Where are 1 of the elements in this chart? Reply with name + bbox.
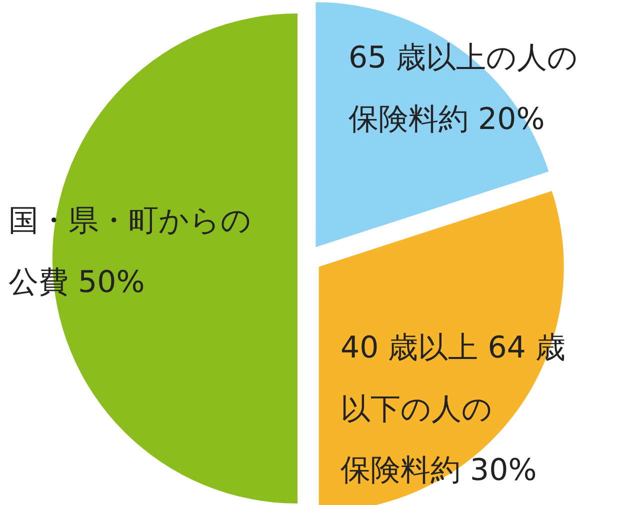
slice-label: 65 歳以上の人の保険料約 20% xyxy=(348,40,578,137)
